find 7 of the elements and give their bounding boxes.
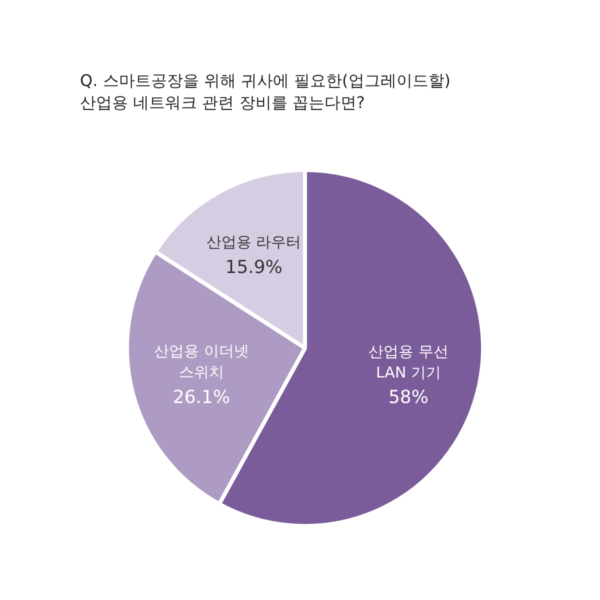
slice-label: 산업용 무선 LAN 기기 <box>368 342 448 382</box>
data-label: 15.9% <box>225 256 282 278</box>
slice-label: 산업용 이더넷 스위치 <box>154 342 249 382</box>
data-label: 58% <box>388 387 428 408</box>
chart-title: Q. 스마트공장을 위해 귀사에 필요한(업그레이드할) 산업용 네트워크 관련 장비를 꼽는다면? <box>80 70 451 114</box>
slice-label: 산업용 라우터 <box>206 233 302 252</box>
data-label: 26.1% <box>172 386 230 408</box>
